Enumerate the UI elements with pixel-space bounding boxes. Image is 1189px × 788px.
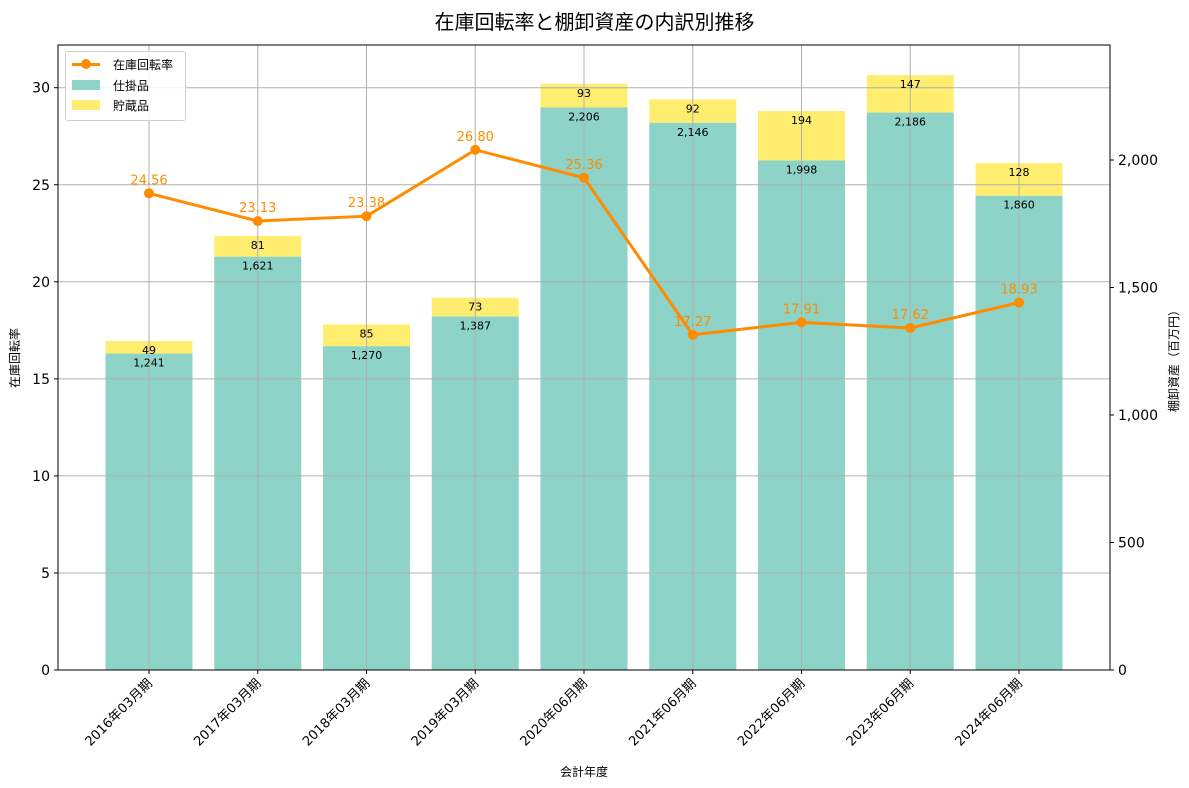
x-tick-label: 2018年03月期 xyxy=(300,676,373,749)
y-left-tick-label: 5 xyxy=(41,566,50,582)
line-value-label: 17.91 xyxy=(783,302,820,317)
y-right-tick-label: 0 xyxy=(1118,663,1127,679)
bar-value-label: 2,206 xyxy=(568,110,600,123)
bar-value-label: 1,621 xyxy=(242,260,274,273)
y-left-tick-label: 20 xyxy=(32,275,50,291)
x-tick-label: 2023年06月期 xyxy=(844,676,917,749)
bar-value-label: 194 xyxy=(791,114,812,127)
bar-value-label: 49 xyxy=(142,344,156,357)
line-marker xyxy=(361,211,372,222)
y-left-tick-label: 0 xyxy=(41,663,50,679)
y-left-tick-label: 30 xyxy=(32,81,50,97)
line-value-label: 17.62 xyxy=(892,308,929,323)
bar-value-label: 147 xyxy=(900,78,921,91)
bar-value-label: 1,860 xyxy=(1003,199,1035,212)
line-value-label: 25.36 xyxy=(565,158,602,173)
line-marker xyxy=(1014,297,1024,308)
x-tick-label: 2019年03月期 xyxy=(409,676,482,749)
x-tick-label: 2022年06月期 xyxy=(735,676,808,749)
line-marker xyxy=(905,322,916,333)
legend: 在庫回転率 仕掛品 貯蔵品 xyxy=(65,51,186,121)
line-value-label: 23.13 xyxy=(239,201,276,216)
bar-value-label: 81 xyxy=(251,239,265,252)
bar-value-label: 85 xyxy=(360,327,374,340)
line-marker xyxy=(796,317,807,328)
bar-value-label: 2,186 xyxy=(895,116,927,129)
line-value-label: 18.93 xyxy=(1000,283,1037,298)
swatch-icon xyxy=(72,100,100,110)
y-left-tick-label: 15 xyxy=(32,372,50,388)
bar-value-label: 2,146 xyxy=(677,126,709,139)
line-marker xyxy=(144,188,154,199)
y-right-axis-label: 棚卸資産（百万円） xyxy=(1166,304,1181,412)
legend-item-wip: 仕掛品 xyxy=(72,76,149,94)
line-marker xyxy=(687,329,698,340)
bar-value-label: 1,241 xyxy=(133,357,165,370)
y-left-tick-label: 10 xyxy=(32,469,50,485)
line-value-label: 17.27 xyxy=(674,315,711,330)
x-tick-label: 2020年06月期 xyxy=(518,676,591,749)
y-left-axis-label: 在庫回転率 xyxy=(7,328,22,388)
line-marker xyxy=(470,144,481,155)
line-value-label: 23.38 xyxy=(348,196,385,211)
x-tick-label: 2016年03月期 xyxy=(83,676,156,749)
bar-value-label: 1,270 xyxy=(351,349,383,362)
line-value-label: 24.56 xyxy=(130,173,167,188)
bar-value-label: 1,998 xyxy=(786,164,818,177)
x-tick-label: 2021年06月期 xyxy=(626,676,699,749)
line-value-label: 26.80 xyxy=(457,130,494,145)
bar-value-label: 92 xyxy=(686,102,700,115)
line-marker xyxy=(579,172,589,183)
line-marker xyxy=(252,216,263,227)
swatch-icon xyxy=(72,80,100,90)
x-tick-label: 2017年03月期 xyxy=(191,676,264,749)
y-right-tick-label: 1,000 xyxy=(1118,408,1158,424)
legend-label: 貯蔵品 xyxy=(113,98,150,113)
line-marker-icon xyxy=(72,58,100,69)
y-right-tick-label: 500 xyxy=(1118,536,1145,552)
legend-label: 仕掛品 xyxy=(113,78,150,93)
legend-item-supplies: 貯蔵品 xyxy=(72,96,149,114)
bar-value-label: 1,387 xyxy=(460,319,492,332)
y-right-tick-label: 2,000 xyxy=(1118,153,1158,169)
y-left-tick-label: 25 xyxy=(32,178,50,194)
bar-value-label: 73 xyxy=(468,301,482,314)
legend-item-turnover: 在庫回転率 xyxy=(72,55,173,73)
x-axis-label: 会計年度 xyxy=(560,764,608,779)
chart-title: 在庫回転率と棚卸資産の内訳別推移 xyxy=(434,10,755,34)
y-right-tick-label: 1,500 xyxy=(1118,281,1158,297)
bar-value-label: 128 xyxy=(1009,166,1030,179)
x-tick-label: 2024年06月期 xyxy=(953,676,1026,749)
bar-value-label: 93 xyxy=(577,87,591,100)
legend-label: 在庫回転率 xyxy=(113,57,174,72)
